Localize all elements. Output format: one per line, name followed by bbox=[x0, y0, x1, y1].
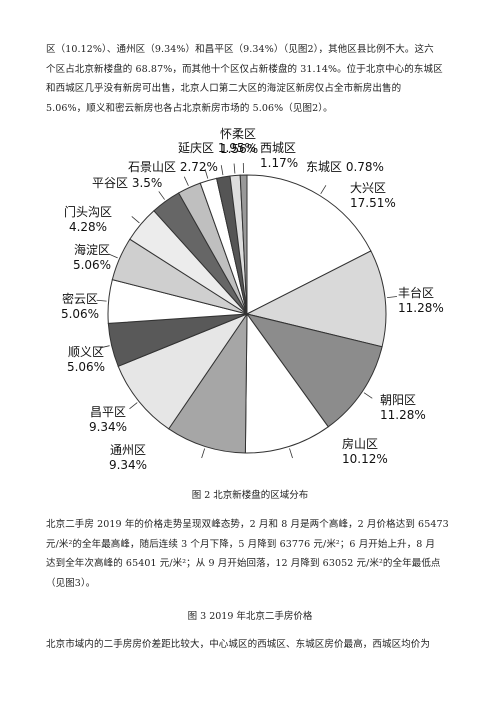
leader-line bbox=[289, 448, 293, 459]
leader-line bbox=[386, 296, 398, 299]
leader-line bbox=[131, 216, 140, 224]
slice-label: 密云区 5.06% bbox=[61, 291, 99, 321]
pie-slice bbox=[117, 312, 249, 430]
leader-line bbox=[233, 163, 236, 174]
slice-label: 海淀区 5.06% bbox=[73, 242, 111, 272]
leader-line bbox=[158, 191, 165, 200]
leader-line bbox=[96, 299, 107, 302]
text-line: 元/米²的全年最高峰，随后连续 3 个月下降，5 月降到 63776 元/米²；… bbox=[46, 538, 436, 550]
leader-line bbox=[320, 185, 327, 195]
leader-line bbox=[220, 165, 224, 176]
leader-line bbox=[363, 392, 373, 399]
figure-3-caption: 图 3 2019 年北京二手房价格 bbox=[187, 611, 313, 622]
leader-line bbox=[183, 176, 189, 186]
slice-label: 大兴区 17.51% bbox=[350, 181, 396, 210]
slice-label: 朝阳区 11.28% bbox=[380, 393, 426, 422]
slice-label: 延庆区 1.95% bbox=[178, 141, 256, 155]
body-paragraph-3: 北京市域内的二手房房价差距比较大，中心城区的西城区、东城区房价最高，西城区均价为 bbox=[46, 635, 456, 655]
pie-slice bbox=[168, 312, 248, 454]
figure-2-caption: 图 2 北京新楼盘的区域分布 bbox=[191, 490, 309, 501]
slice-label: 西城区 1.17% bbox=[260, 141, 298, 170]
pie-slice bbox=[246, 174, 372, 315]
slice-label: 怀柔区 1.56% bbox=[220, 127, 258, 156]
slice-label: 顺义区 5.06% bbox=[67, 345, 105, 374]
slice-label: 丰台区 11.28% bbox=[398, 285, 444, 315]
leader-line bbox=[108, 253, 118, 259]
text-line: 个区占北京新楼盘的 68.87%，而其他十个区仅占新楼盘的 31.14%。位于北… bbox=[46, 63, 443, 75]
slice-label: 房山区 10.12% bbox=[342, 436, 388, 466]
slice-label: 东城区 0.78% bbox=[306, 160, 384, 174]
text-line: 北京二手房 2019 年的价格走势呈现双峰态势，2 月和 8 月是两个高峰，2 … bbox=[46, 519, 449, 530]
slice-label: 平谷区 3.5% bbox=[92, 176, 162, 190]
pie-slice bbox=[245, 313, 383, 428]
leader-line bbox=[201, 448, 206, 459]
body-paragraph-2: 北京二手房 2019 年的价格走势呈现双峰态势，2 月和 8 月是两个高峰，2 … bbox=[46, 515, 456, 593]
slice-label: 门头沟区 4.28% bbox=[64, 204, 112, 234]
body-paragraph-1: 区（10.12%）、通州区（9.34%）和昌平区（9.34%）（见图2），其他区… bbox=[46, 40, 456, 118]
text-line: 和西城区几乎没有新房可出售，北京人口第二大区的海淀区新房仅占全市新房出售的 bbox=[46, 83, 402, 94]
slice-label: 通州区 9.34% bbox=[109, 443, 147, 472]
slice-label: 昌平区 9.34% bbox=[89, 405, 127, 434]
text-line: 区（10.12%）、通州区（9.34%）和昌平区（9.34%）（见图2），其他区… bbox=[46, 44, 434, 55]
text-line: 北京市域内的二手房房价差距比较大，中心城区的西城区、东城区房价最高，西城区均价为 bbox=[46, 639, 431, 650]
pie-slice bbox=[244, 312, 329, 454]
text-line: 达到全年次高峰的 65401 元/米²；从 9 月开始回落，12 月降到 630… bbox=[46, 558, 441, 569]
leader-line bbox=[99, 345, 110, 349]
leader-line bbox=[204, 168, 209, 179]
pie-slice bbox=[239, 174, 248, 315]
district-pie-chart: 大兴区 17.51% 丰台区 11.28% 朝阳区 11.28% 房山区 10.12% 通州区 9… bbox=[61, 127, 444, 472]
text-line: 5.06%，顺义和密云新房也各占北京新房市场的 5.06%（见图2）。 bbox=[46, 102, 333, 114]
text-line: （见图3）。 bbox=[46, 577, 96, 589]
slice-label: 石景山区 2.72% bbox=[128, 160, 218, 174]
leader-line bbox=[129, 402, 138, 410]
pie-slice bbox=[245, 250, 387, 348]
